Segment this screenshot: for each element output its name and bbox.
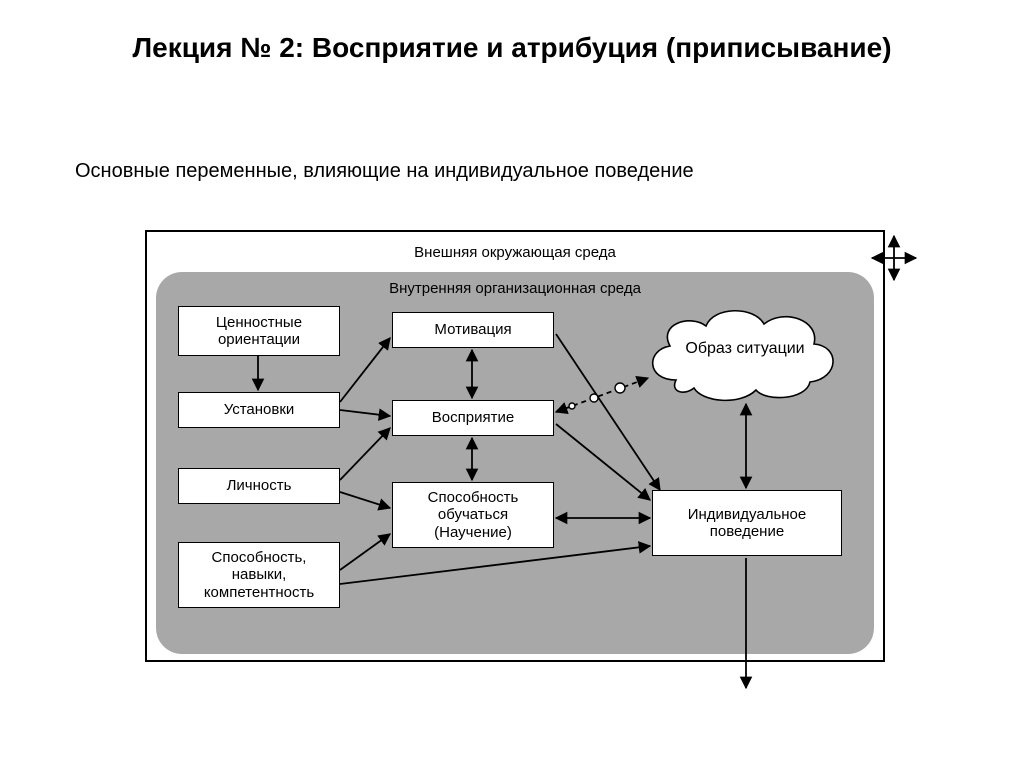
page-subtitle-text: Основные переменные, влияющие на индивид… — [75, 160, 694, 182]
outer-env-label: Внешняя окружающая среда — [145, 244, 885, 261]
cloud-label: Образ ситуации — [660, 340, 830, 358]
node-attitudes: Установки — [178, 392, 340, 428]
node-values: Ценностные ориентации — [178, 306, 340, 356]
page-title: Лекция № 2: Восприятие и атрибуция (прип… — [0, 30, 1024, 65]
node-personality: Личность — [178, 468, 340, 504]
node-learning: Способность обучаться (Научение) — [392, 482, 554, 548]
node-perception: Восприятие — [392, 400, 554, 436]
node-motivation: Мотивация — [392, 312, 554, 348]
inner-env-label: Внутренняя организационная среда — [156, 280, 874, 297]
page-title-text: Лекция № 2: Восприятие и атрибуция (прип… — [132, 30, 891, 65]
node-behavior: Индивидуальное поведение — [652, 490, 842, 556]
node-skills: Способность, навыки, компетентность — [178, 542, 340, 608]
page-subtitle: Основные переменные, влияющие на индивид… — [75, 160, 955, 183]
